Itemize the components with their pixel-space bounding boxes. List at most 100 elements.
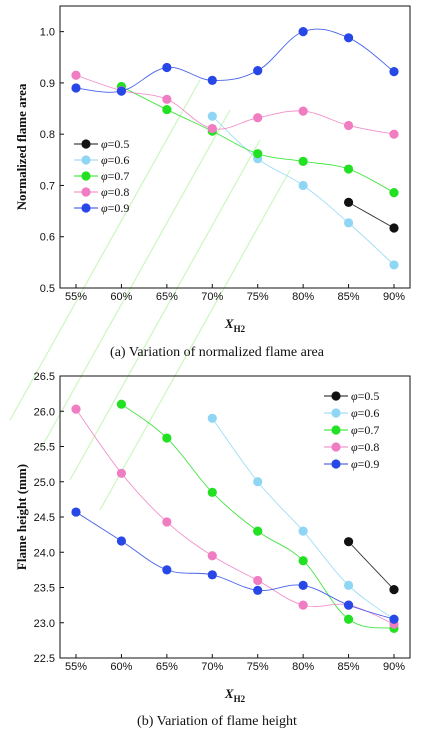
legend-value: =0.6 xyxy=(358,406,380,420)
chart-caption: (b) Variation of flame height xyxy=(137,714,297,729)
legend-label: φ=0.6 xyxy=(351,406,379,420)
data-point xyxy=(343,197,354,207)
legend-marker xyxy=(81,187,91,197)
x-tick-label: 80% xyxy=(292,291,314,303)
series-line xyxy=(75,408,395,625)
legend-value: =0.9 xyxy=(358,457,380,471)
data-point xyxy=(162,433,172,443)
data-point xyxy=(389,614,399,624)
legend-symbol: φ xyxy=(351,389,358,403)
y-tick-label: 0.6 xyxy=(40,232,55,244)
data-point xyxy=(298,180,308,191)
data-point xyxy=(207,123,217,134)
x-axis-title-subscript: H2 xyxy=(234,324,246,334)
x-tick-label: 90% xyxy=(383,291,405,303)
legend-symbol: φ xyxy=(101,137,108,151)
x-tick-label: 60% xyxy=(110,661,132,673)
data-point xyxy=(116,86,127,96)
legend-marker xyxy=(331,442,341,452)
data-point xyxy=(298,600,308,610)
data-point xyxy=(162,517,172,527)
x-tick-label: 55% xyxy=(65,291,87,303)
x-axis-title-main: X xyxy=(224,686,234,701)
y-tick-label: 0.8 xyxy=(40,129,55,141)
series-line xyxy=(121,86,395,194)
y-axis-title: Normalized flame area xyxy=(14,83,29,210)
legend-symbol: φ xyxy=(351,423,358,437)
y-tick-label: 26.5 xyxy=(34,371,55,383)
data-point xyxy=(389,223,399,233)
x-axis-title-subscript: H2 xyxy=(234,694,246,704)
y-tick-label: 1.0 xyxy=(40,27,55,39)
data-point xyxy=(389,188,399,198)
series-line xyxy=(348,201,395,229)
data-point xyxy=(389,129,399,139)
legend-symbol: φ xyxy=(101,169,108,183)
data-point xyxy=(253,113,263,123)
series-line xyxy=(348,541,395,590)
data-point xyxy=(162,62,172,73)
legend-label: φ=0.7 xyxy=(101,169,129,183)
x-tick-label: 85% xyxy=(338,291,360,303)
data-point xyxy=(162,565,172,575)
y-tick-label: 23.5 xyxy=(34,583,55,595)
data-point xyxy=(71,70,81,80)
data-point xyxy=(71,507,81,517)
data-point xyxy=(207,111,217,121)
data-point xyxy=(71,404,81,414)
x-tick-label: 55% xyxy=(65,661,87,673)
chart-normalized-flame-area: 0.5 0.6 0.7 0.8 0.9 1.0 55% 60% 65% 70% 75% 80% 85% 9… xyxy=(14,5,411,360)
data-point xyxy=(298,156,308,166)
legend-label: φ=0.5 xyxy=(101,137,129,151)
legend-value: =0.8 xyxy=(358,440,380,454)
series-line xyxy=(211,115,395,266)
data-point xyxy=(253,526,263,536)
chart-caption: (a) Variation of normalized flame area xyxy=(110,345,325,360)
chart-flame-height: 22.5 23.0 23.5 24.0 24.5 25.0 25.5 26.0 26.5 55% 6… xyxy=(14,371,411,729)
y-tick-label: 23.0 xyxy=(34,618,55,630)
legend-symbol: φ xyxy=(101,185,108,199)
y-tick-label: 24.5 xyxy=(34,512,55,524)
x-tick-label: 80% xyxy=(292,661,314,673)
watermark-stripe xyxy=(9,79,201,421)
data-point xyxy=(298,27,308,37)
legend-marker xyxy=(331,459,341,469)
data-point xyxy=(343,218,354,228)
y-tick-label: 0.5 xyxy=(40,283,55,295)
data-point xyxy=(207,570,217,580)
data-point xyxy=(116,468,127,478)
legend-marker xyxy=(331,408,341,418)
x-tick-label: 60% xyxy=(110,291,132,303)
x-axis-title-main: X xyxy=(224,316,234,331)
data-point xyxy=(298,106,308,116)
watermark-stripe xyxy=(99,169,291,511)
data-point xyxy=(162,104,172,115)
data-point xyxy=(253,585,263,595)
legend-value: =0.7 xyxy=(108,169,130,183)
x-tick-label: 90% xyxy=(383,661,405,673)
legend-value: =0.5 xyxy=(108,137,130,151)
y-tick-label: 0.9 xyxy=(40,78,55,90)
legend-label: φ=0.7 xyxy=(351,423,379,437)
legend-value: =0.8 xyxy=(108,185,130,199)
data-point xyxy=(116,399,127,409)
legend-marker xyxy=(81,203,91,213)
data-point xyxy=(207,75,217,85)
legend-value: =0.5 xyxy=(358,389,380,403)
y-tick-label: 26.0 xyxy=(34,406,55,418)
legend-label: φ=0.8 xyxy=(101,185,129,199)
legend-symbol: φ xyxy=(351,440,358,454)
y-tick-label: 25.0 xyxy=(34,477,55,489)
data-point xyxy=(343,580,354,590)
x-tick-label: 70% xyxy=(201,291,223,303)
x-axis-title: XH2 xyxy=(224,316,246,334)
legend-value: =0.9 xyxy=(108,201,130,215)
data-point xyxy=(253,66,263,76)
legend-value: =0.6 xyxy=(108,153,130,167)
legend-marker xyxy=(331,425,341,435)
data-point xyxy=(343,120,354,131)
legend-marker xyxy=(81,171,91,181)
data-point xyxy=(253,149,263,159)
data-point xyxy=(343,600,354,610)
